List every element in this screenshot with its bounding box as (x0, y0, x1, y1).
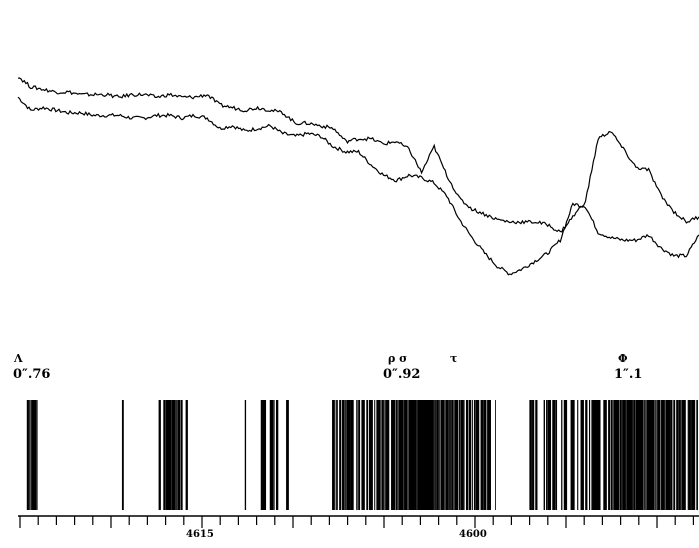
line-symbol-lambda: Λ (14, 352, 23, 365)
spectral-line-band-10 (529, 400, 563, 510)
spectral-line-band-11 (563, 400, 611, 510)
line-value-lambda: 0″.76 (13, 367, 51, 382)
spectral-line-band-6 (286, 400, 289, 510)
line-spectrum-strip (26, 400, 698, 510)
x-tick-label-4615: 4615 (186, 529, 214, 540)
spectral-line-band-5 (260, 400, 279, 510)
spectrum-traces (17, 77, 699, 276)
spectral-line-band-9 (465, 400, 496, 510)
wavelength-scale (18, 515, 699, 528)
spectrum-trace-2 (17, 77, 699, 233)
spectral-line-band-1 (26, 400, 38, 510)
line-value-rho-sigma: 0″.92 (383, 367, 421, 382)
line-symbol-phi: Φ (618, 352, 628, 365)
spectral-line-band-12 (610, 400, 666, 510)
spectral-line-band-13 (664, 400, 698, 510)
line-symbol-tau: τ (450, 352, 458, 365)
spectral-line-band-8 (393, 400, 465, 510)
spectral-line-band-3 (158, 400, 188, 510)
spectral-line-band-7 (332, 400, 394, 510)
line-value-phi: 1″.1 (614, 367, 643, 382)
spectrum-trace-1 (17, 96, 699, 276)
line-symbol-rho-sigma: ρ σ (388, 352, 408, 365)
x-tick-label-4600: 4600 (459, 529, 487, 540)
